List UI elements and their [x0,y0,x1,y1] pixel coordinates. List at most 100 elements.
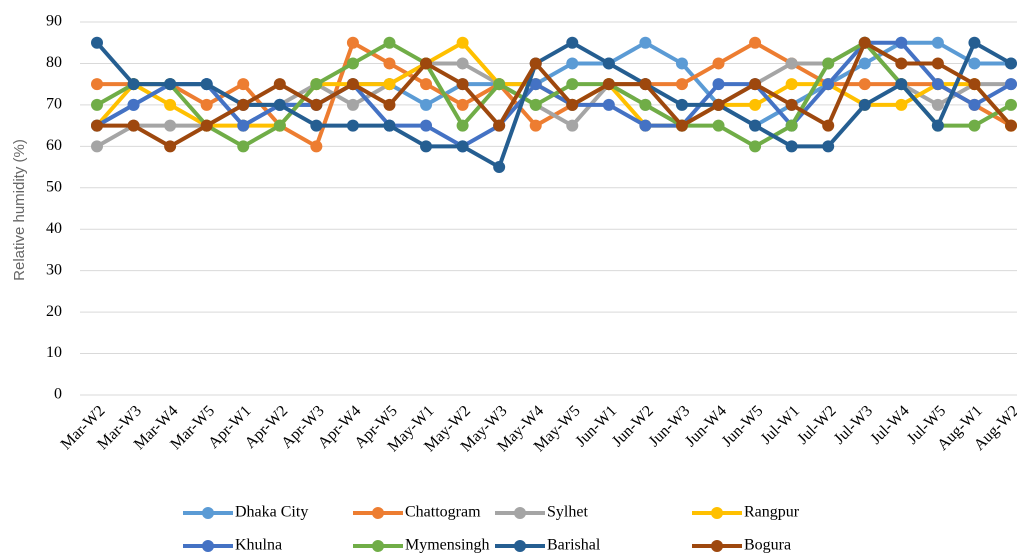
y-tick-label: 60 [46,137,62,154]
marker [91,36,103,49]
x-tick-label: Jun-W5 [719,402,767,450]
marker [529,78,542,91]
marker [566,119,579,132]
marker [639,98,652,111]
marker [1005,78,1017,91]
marker [127,98,140,111]
marker [785,98,798,111]
marker [383,57,396,70]
y-tick-label: 50 [46,178,62,195]
marker [968,36,981,49]
marker [91,119,103,132]
marker [822,78,835,91]
marker [895,57,908,70]
marker [456,78,469,91]
marker [931,119,944,132]
marker [675,119,688,132]
y-axis-label: Relative humidity (%) [11,139,28,281]
marker [420,57,433,70]
marker [456,98,469,111]
y-tick-label: 20 [46,303,62,320]
y-tick-label: 70 [46,96,62,113]
marker [968,57,981,70]
marker [1005,57,1017,70]
marker [383,78,396,91]
marker [1005,98,1017,111]
legend-marker [202,540,214,552]
marker [895,36,908,49]
marker [91,140,103,153]
marker [785,140,798,153]
marker [675,98,688,111]
marker [749,140,762,153]
marker [858,78,871,91]
marker [749,119,762,132]
marker [237,119,250,132]
marker [420,119,433,132]
marker [456,57,469,70]
y-tick-label: 30 [46,261,62,278]
x-tick-label: Jul-W4 [867,402,912,447]
marker [712,57,725,70]
series-line [96,40,1012,149]
marker [237,98,250,111]
marker [639,36,652,49]
marker [931,98,944,111]
marker [931,57,944,70]
marker [200,119,213,132]
marker [346,36,359,49]
marker [346,119,359,132]
marker [566,98,579,111]
marker [931,78,944,91]
marker [529,98,542,111]
marker [675,78,688,91]
marker [1005,119,1017,132]
legend-label: Khulna [235,537,282,554]
y-tick-label: 10 [46,344,62,361]
marker [346,57,359,70]
marker [493,119,506,132]
marker [566,36,579,49]
legend-marker [514,540,526,552]
marker [785,57,798,70]
series-line [97,40,1013,149]
marker [456,36,469,49]
marker [164,78,177,91]
marker [237,78,250,91]
legend-marker [514,507,526,519]
marker [273,119,286,132]
marker [749,78,762,91]
marker [968,119,981,132]
legend-marker [711,540,723,552]
marker [310,78,323,91]
marker [237,140,250,153]
marker [420,98,433,111]
y-tick-label: 0 [54,386,62,403]
marker [968,78,981,91]
marker [383,98,396,111]
x-tick-label: Jul-W2 [794,402,839,447]
marker [785,119,798,132]
marker [822,140,835,153]
marker [200,78,213,91]
marker [273,78,286,91]
marker [164,119,177,132]
marker [712,119,725,132]
marker [200,98,213,111]
marker [785,78,798,91]
marker [456,140,469,153]
marker [127,119,140,132]
marker [858,57,871,70]
legend-label: Rangpur [744,504,800,521]
legend-label: Chattogram [405,504,481,521]
marker [346,78,359,91]
marker [712,78,725,91]
marker [164,140,177,153]
marker [383,36,396,49]
marker [749,98,762,111]
y-tick-label: 40 [46,220,62,237]
y-tick-label: 80 [46,54,62,71]
marker [164,98,177,111]
marker [273,98,286,111]
marker [968,98,981,111]
